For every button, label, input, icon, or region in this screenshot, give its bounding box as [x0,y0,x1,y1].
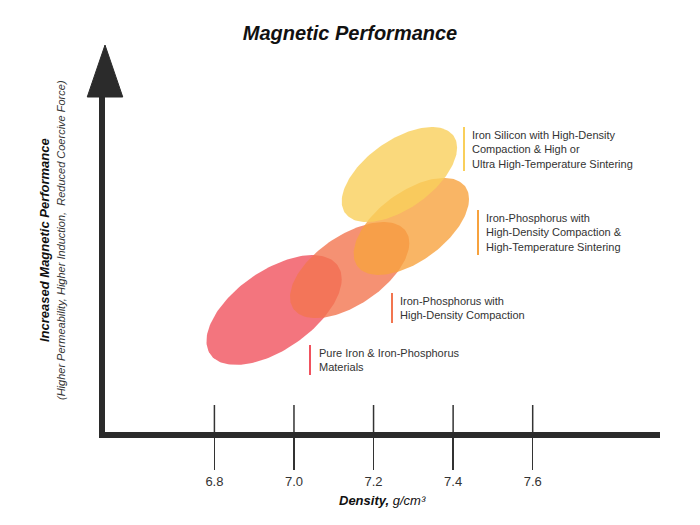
svg-text:7.2: 7.2 [365,474,383,489]
svg-text:Pure Iron & Iron-PhosphorusMat: Pure Iron & Iron-PhosphorusMaterials [319,347,460,373]
svg-text:Iron Silicon with High-Density: Iron Silicon with High-DensityCompaction… [472,129,633,170]
svg-text:7.0: 7.0 [285,474,303,489]
svg-text:Increased Magnetic Performance: Increased Magnetic Performance [37,138,52,342]
svg-text:(Higher Permeability, Higher I: (Higher Permeability, Higher Induction, … [55,80,67,400]
svg-text:Magnetic Performance: Magnetic Performance [243,22,458,44]
svg-text:7.6: 7.6 [524,474,542,489]
svg-text:Density, g/cm³: Density, g/cm³ [339,493,426,508]
svg-text:6.8: 6.8 [205,474,223,489]
svg-text:7.4: 7.4 [444,474,462,489]
svg-text:Iron-Phosphorus withHigh-Densi: Iron-Phosphorus withHigh-Density Compact… [400,295,525,321]
svg-text:Iron-Phosphorus withHigh-Densi: Iron-Phosphorus withHigh-Density Compact… [486,212,622,253]
